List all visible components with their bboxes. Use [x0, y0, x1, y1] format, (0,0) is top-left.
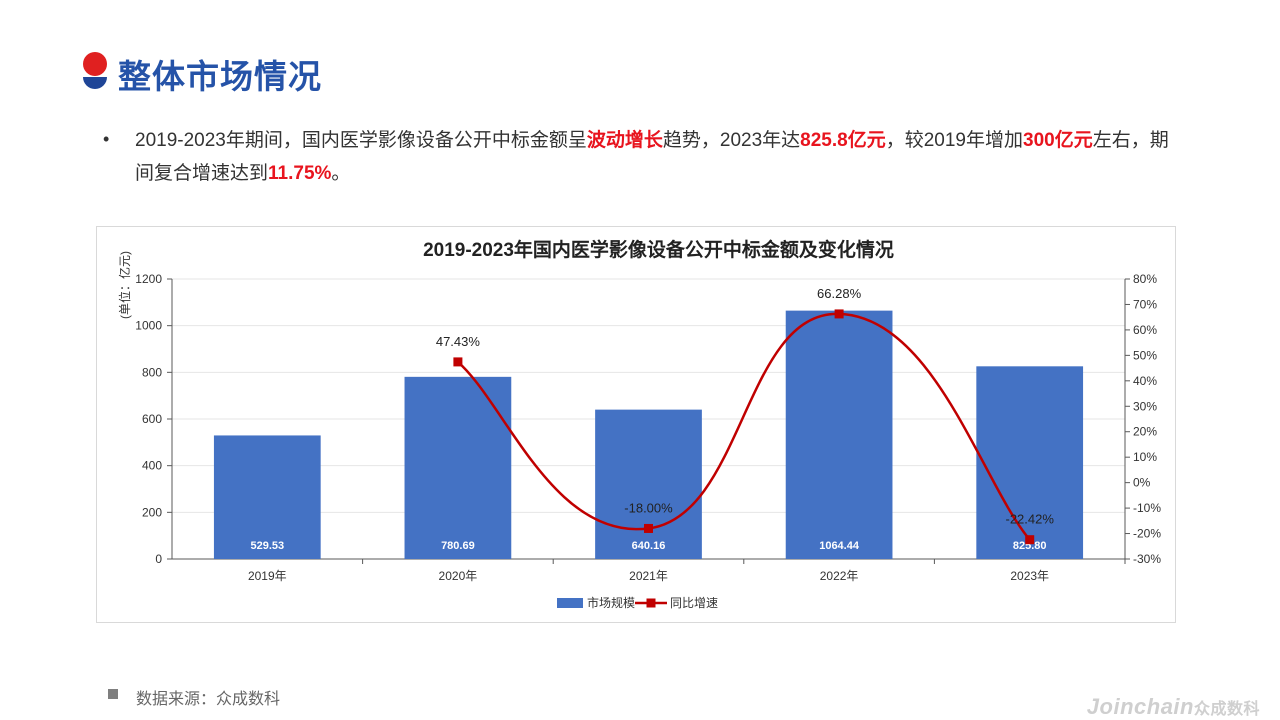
- y-left-tick-label: 1000: [135, 319, 162, 333]
- summary-segment: 左右，期间复合增速达到: [135, 130, 1169, 184]
- chart-container: 2019-2023年国内医学影像设备公开中标金额及变化情况 (单位：亿元) 0 200…: [96, 226, 1176, 623]
- bar-value-label: 529.53: [250, 540, 284, 552]
- summary-text: 2019-2023年期间，国内医学影像设备公开中标金额呈波动增长趋势，2023年…: [135, 124, 1185, 190]
- page-title: 整体市场情况: [118, 58, 322, 95]
- growth-value-label: 66.28%: [817, 286, 862, 301]
- y-right-tick-label: -20%: [1133, 527, 1161, 541]
- y-right-tick-label: 60%: [1133, 323, 1157, 337]
- y-right-tick-label: 70%: [1133, 297, 1157, 311]
- bar: [785, 310, 893, 559]
- watermark-cn: 众成数科: [1193, 701, 1260, 718]
- y-axis-label: (单位：亿元): [117, 251, 132, 319]
- bar: [976, 366, 1084, 559]
- y-right-tick-label: 20%: [1133, 425, 1157, 439]
- legend-line-marker: [646, 598, 656, 608]
- growth-value-label: -22.42%: [1005, 512, 1054, 527]
- summary-segment: 2019-2023年期间，国内医学影像设备公开中标金额呈: [135, 130, 587, 151]
- y-left-tick-label: 800: [142, 365, 162, 379]
- watermark-logo: Joinchain众成数科: [1087, 694, 1260, 720]
- summary-segment: ，较2019年增加: [885, 130, 1023, 151]
- legend-bar-swatch: [557, 598, 583, 608]
- y-left-tick-label: 0: [155, 552, 162, 566]
- x-tick-label: 2023年: [1010, 569, 1049, 583]
- y-right-tick-label: 80%: [1133, 272, 1157, 286]
- bar: [595, 409, 702, 559]
- blue-circle-icon: [83, 77, 107, 89]
- source-note: 数据来源：众成数科: [136, 691, 281, 708]
- summary-segment: 趋势，2023年达: [662, 130, 801, 151]
- summary-highlight: 波动增长: [586, 130, 663, 151]
- growth-marker: [453, 357, 463, 367]
- growth-marker: [1025, 535, 1035, 545]
- title-logo-icon: [80, 50, 110, 92]
- bar-value-label: 1064.44: [819, 540, 860, 552]
- summary-highlight: 300亿元: [1023, 130, 1093, 151]
- y-left-tick-label: 200: [142, 505, 162, 519]
- y-right-tick-label: 40%: [1133, 374, 1157, 388]
- growth-marker: [644, 523, 653, 533]
- summary-highlight: 11.75%: [268, 163, 332, 184]
- growth-line: [457, 312, 1031, 541]
- source-square-icon: [108, 689, 118, 699]
- growth-value-label: 47.43%: [436, 334, 481, 349]
- y-right-tick-label: 30%: [1133, 399, 1157, 413]
- legend-bar-label: 市场规模: [587, 595, 635, 610]
- y-right-tick-label: 50%: [1133, 348, 1157, 362]
- watermark-en: Joinchain: [1086, 694, 1194, 719]
- bar-value-label: 780.69: [441, 540, 475, 552]
- y-right-tick-label: -30%: [1133, 552, 1161, 566]
- bar: [404, 376, 512, 559]
- y-left-tick-label: 400: [142, 459, 162, 473]
- x-tick-label: 2021年: [629, 569, 668, 583]
- y-right-tick-label: 10%: [1133, 450, 1157, 464]
- red-circle-icon: [83, 52, 107, 76]
- summary-segment: 。: [331, 163, 351, 184]
- x-tick-label: 2019年: [248, 569, 287, 583]
- x-tick-label: 2020年: [439, 569, 478, 583]
- summary-highlight: 825.8亿元: [800, 130, 886, 151]
- bar-value-label: 825.80: [1013, 540, 1047, 552]
- growth-value-label: -18.00%: [624, 500, 673, 515]
- y-left-tick-label: 600: [142, 412, 162, 426]
- x-tick-label: 2022年: [820, 569, 859, 583]
- y-right-tick-label: 0%: [1133, 476, 1151, 490]
- growth-marker: [834, 309, 844, 319]
- bar: [213, 435, 321, 559]
- legend-line-label: 同比增速: [670, 596, 718, 610]
- y-left-tick-label: 1200: [135, 272, 162, 286]
- combo-chart: 2019-2023年国内医学影像设备公开中标金额及变化情况 (单位：亿元) 0 200…: [117, 238, 1161, 610]
- chart-title: 2019-2023年国内医学影像设备公开中标金额及变化情况: [423, 238, 894, 261]
- bar-value-label: 640.16: [632, 540, 666, 552]
- bullet-icon: •: [103, 129, 110, 149]
- y-right-tick-label: -10%: [1133, 501, 1161, 515]
